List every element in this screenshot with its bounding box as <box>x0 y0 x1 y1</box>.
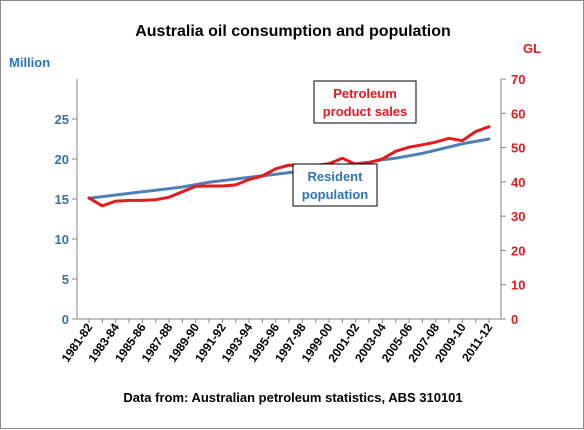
right-tick-label: 40 <box>511 175 525 190</box>
left-tick-label: 0 <box>62 312 69 327</box>
left-axis-ticks: 0 5 10 15 20 25 <box>55 112 77 327</box>
left-tick-label: 25 <box>55 112 69 127</box>
data-source-note: Data from: Australian petroleum statisti… <box>123 390 462 405</box>
series-lines <box>87 125 491 208</box>
left-tick-label: 5 <box>62 272 69 287</box>
left-tick-label: 10 <box>55 232 69 247</box>
left-axis-unit: Million <box>9 55 50 70</box>
annotation-petroleum-line1: Petroleum <box>333 86 397 101</box>
annotation-petroleum-box <box>313 80 417 124</box>
left-tick-label: 15 <box>55 192 69 207</box>
chart-title: Australia oil consumption and population <box>135 23 451 40</box>
annotation-population-line2: population <box>302 187 368 202</box>
petroleum-series-line <box>87 125 491 208</box>
right-tick-label: 0 <box>511 312 518 327</box>
right-tick-label: 10 <box>511 278 525 293</box>
annotation-population-box <box>292 163 378 207</box>
right-tick-label: 50 <box>511 141 525 156</box>
right-tick-label: 60 <box>511 106 525 121</box>
right-tick-label: 30 <box>511 209 525 224</box>
x-axis-ticks: 1981-821983-841985-861987-881989-901991-… <box>59 319 496 365</box>
annotation-petroleum-line2: product sales <box>323 104 408 119</box>
right-axis-unit: GL <box>523 41 541 56</box>
population-series-line <box>87 137 491 200</box>
annotation-population: Resident population <box>292 163 378 207</box>
annotation-petroleum: Petroleum product sales <box>313 80 417 124</box>
annotation-population-line1: Resident <box>308 169 364 184</box>
right-axis-ticks: 0 10 20 30 40 50 60 70 <box>501 72 525 327</box>
left-tick-label: 20 <box>55 152 69 167</box>
right-tick-label: 70 <box>511 72 525 87</box>
right-tick-label: 20 <box>511 243 525 258</box>
